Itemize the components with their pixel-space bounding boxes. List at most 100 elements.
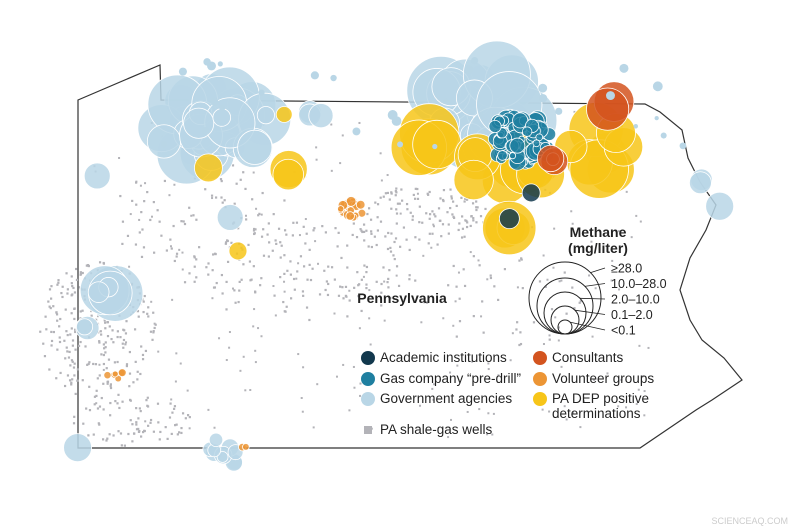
well	[542, 343, 545, 346]
well	[72, 422, 76, 425]
well	[143, 429, 146, 433]
sample-site	[210, 97, 219, 106]
well	[548, 338, 551, 341]
well	[146, 312, 149, 315]
well	[70, 359, 74, 362]
well	[427, 242, 430, 245]
well	[571, 286, 574, 289]
well	[267, 222, 270, 225]
well	[557, 326, 560, 329]
well	[462, 268, 465, 271]
well	[428, 232, 431, 235]
well	[262, 254, 266, 257]
well	[356, 271, 359, 274]
well	[544, 285, 547, 288]
well	[295, 221, 299, 224]
well	[144, 182, 147, 185]
well	[279, 241, 282, 244]
well	[244, 214, 247, 217]
well	[267, 255, 270, 258]
well	[478, 408, 481, 411]
well	[211, 297, 214, 300]
well	[141, 358, 145, 361]
well	[129, 419, 132, 422]
well	[285, 305, 288, 308]
well	[165, 249, 168, 252]
sample-site	[103, 371, 112, 380]
well	[87, 362, 90, 366]
well	[168, 194, 171, 197]
well	[553, 227, 556, 230]
sample-site	[207, 61, 216, 71]
well	[611, 259, 614, 262]
well	[109, 384, 112, 388]
well	[594, 287, 597, 290]
well	[183, 281, 187, 284]
well	[370, 295, 374, 299]
well	[50, 285, 53, 288]
well	[289, 297, 293, 300]
well	[521, 287, 524, 290]
well	[466, 410, 469, 413]
well	[342, 297, 345, 300]
well	[301, 410, 304, 413]
well	[272, 285, 275, 288]
well	[211, 269, 214, 272]
well	[268, 241, 271, 244]
well	[48, 288, 52, 291]
sample-site	[258, 89, 265, 96]
well	[123, 444, 127, 447]
well	[327, 265, 330, 268]
sample-site	[391, 116, 402, 126]
well	[102, 353, 106, 357]
well	[169, 245, 172, 248]
well	[60, 291, 63, 295]
well	[447, 436, 450, 439]
well	[231, 287, 234, 290]
well	[114, 399, 117, 403]
well	[399, 245, 402, 248]
well	[147, 424, 150, 427]
well	[73, 317, 76, 321]
well	[126, 234, 130, 238]
well	[192, 214, 195, 217]
well	[360, 229, 363, 232]
well	[342, 363, 345, 366]
well	[457, 228, 460, 232]
well	[109, 401, 112, 405]
well	[308, 263, 311, 266]
well	[302, 294, 305, 297]
well	[312, 229, 315, 232]
well	[630, 236, 633, 239]
well	[379, 152, 382, 155]
well	[416, 187, 419, 191]
well	[158, 220, 161, 223]
well	[128, 265, 131, 268]
well	[225, 359, 228, 362]
well	[63, 339, 66, 342]
well	[231, 164, 235, 167]
well	[582, 400, 585, 403]
well	[421, 221, 424, 224]
well	[382, 266, 385, 269]
well	[432, 398, 435, 401]
well	[472, 255, 475, 258]
well	[279, 256, 282, 259]
well	[273, 294, 276, 297]
sample-site	[397, 141, 404, 148]
well	[260, 335, 263, 338]
well	[358, 121, 361, 124]
sample-site	[654, 116, 659, 121]
well	[291, 234, 294, 237]
well	[164, 426, 167, 429]
well	[69, 333, 72, 336]
well	[571, 411, 574, 414]
well	[413, 197, 417, 200]
well	[431, 387, 434, 390]
well	[156, 402, 160, 405]
well	[140, 255, 144, 259]
well	[108, 325, 111, 328]
well	[108, 433, 111, 436]
well	[368, 317, 371, 320]
